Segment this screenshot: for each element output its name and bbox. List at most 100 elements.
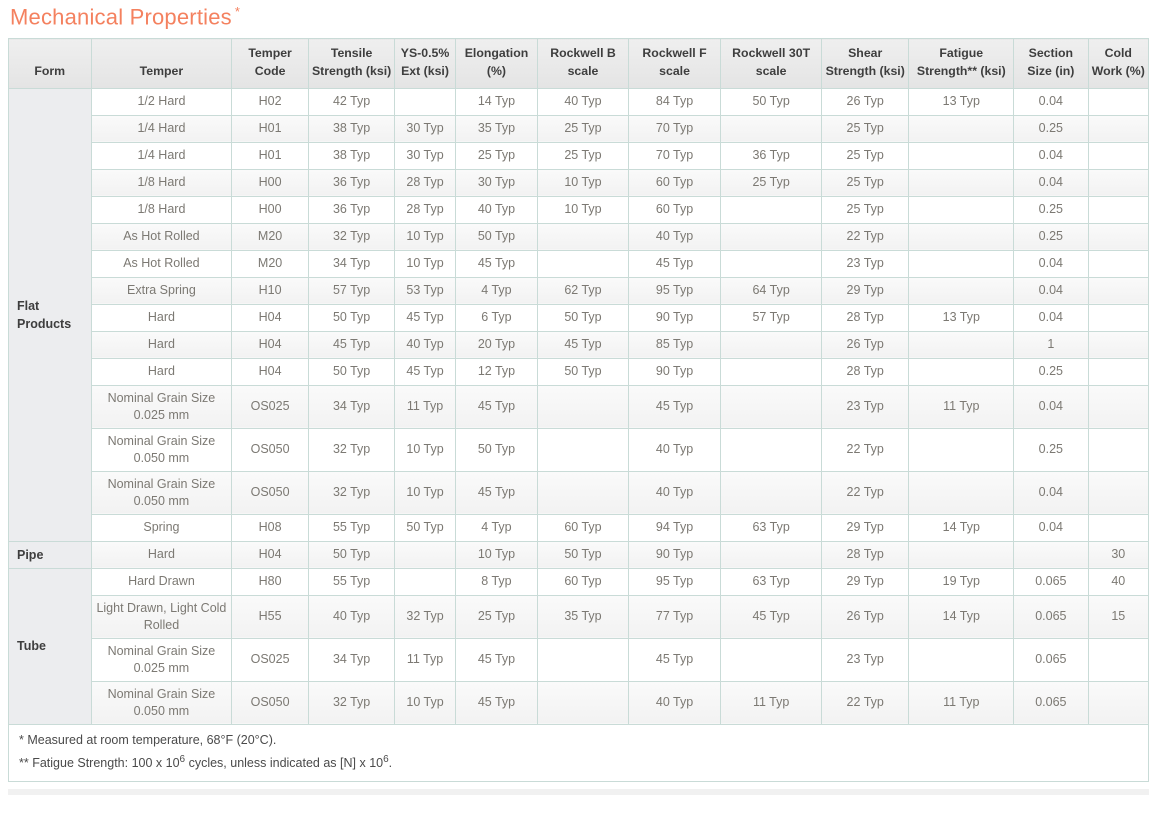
cell-cold-work bbox=[1087, 680, 1150, 725]
cell-elongation: 45 Typ bbox=[454, 249, 539, 278]
cell-rockwell-f: 60 Typ bbox=[627, 168, 722, 197]
cell-fatigue-strength bbox=[908, 222, 1015, 251]
cell-ys-ext: 53 Typ bbox=[394, 276, 456, 305]
cell-rockwell-f: 40 Typ bbox=[627, 470, 722, 515]
cell-rockwell-b: 62 Typ bbox=[537, 276, 629, 305]
cell-section-size: 0.04 bbox=[1013, 384, 1089, 429]
cell-rockwell-f: 85 Typ bbox=[627, 330, 722, 359]
cell-tensile-strength: 50 Typ bbox=[307, 303, 396, 332]
cell-rockwell-30t bbox=[720, 222, 822, 251]
cell-cold-work bbox=[1087, 303, 1150, 332]
cell-ys-ext: 10 Typ bbox=[394, 222, 456, 251]
cell-tensile-strength: 34 Typ bbox=[307, 637, 396, 682]
cell-section-size: 0.25 bbox=[1013, 114, 1089, 143]
cell-temper-code: M20 bbox=[231, 222, 309, 251]
cell-fatigue-strength bbox=[908, 141, 1015, 170]
cell-cold-work: 15 bbox=[1087, 594, 1150, 639]
column-header-form: Form bbox=[8, 38, 92, 89]
cell-rockwell-30t bbox=[720, 540, 822, 569]
cell-shear-strength: 28 Typ bbox=[820, 357, 910, 386]
cell-section-size: 0.04 bbox=[1013, 87, 1089, 116]
cell-temper-code: OS050 bbox=[231, 680, 309, 725]
cell-rockwell-b: 40 Typ bbox=[537, 87, 629, 116]
cell-shear-strength: 22 Typ bbox=[820, 222, 910, 251]
cell-rockwell-f: 95 Typ bbox=[627, 567, 722, 596]
cell-rockwell-30t: 50 Typ bbox=[720, 87, 822, 116]
cell-shear-strength: 25 Typ bbox=[820, 114, 910, 143]
cell-section-size: 0.04 bbox=[1013, 470, 1089, 515]
cell-rockwell-30t: 63 Typ bbox=[720, 513, 822, 542]
cell-rockwell-f: 77 Typ bbox=[627, 594, 722, 639]
cell-rockwell-b bbox=[537, 249, 629, 278]
cell-tensile-strength: 36 Typ bbox=[307, 168, 396, 197]
cell-cold-work bbox=[1087, 330, 1150, 359]
cell-cold-work bbox=[1087, 249, 1150, 278]
cell-fatigue-strength bbox=[908, 168, 1015, 197]
table-row: Extra Spring H10 57 Typ 53 Typ 4 Typ 62 Typ 95… bbox=[9, 276, 1150, 305]
cell-cold-work bbox=[1087, 195, 1150, 224]
cell-rockwell-30t: 64 Typ bbox=[720, 276, 822, 305]
table-row: Nominal Grain Size 0.050 mm OS050 32 Typ 10… bbox=[9, 427, 1150, 472]
cell-rockwell-b: 50 Typ bbox=[537, 357, 629, 386]
cell-cold-work bbox=[1087, 637, 1150, 682]
cell-cold-work: 30 bbox=[1087, 540, 1150, 569]
cell-elongation: 45 Typ bbox=[454, 680, 539, 725]
cell-temper-code: H55 bbox=[231, 594, 309, 639]
cell-elongation: 35 Typ bbox=[454, 114, 539, 143]
table-row: Hard H04 50 Typ 45 Typ 12 Typ 50 Typ 90 Typ 28 … bbox=[9, 357, 1150, 386]
column-header-fatigue-strength: Fatigue Strength** (ksi) bbox=[908, 38, 1015, 89]
cell-ys-ext: 28 Typ bbox=[394, 168, 456, 197]
cell-temper: Nominal Grain Size 0.050 mm bbox=[90, 470, 233, 515]
cell-ys-ext: 11 Typ bbox=[394, 637, 456, 682]
cell-rockwell-f: 90 Typ bbox=[627, 540, 722, 569]
cell-shear-strength: 23 Typ bbox=[820, 637, 910, 682]
cell-section-size bbox=[1013, 540, 1089, 569]
cell-shear-strength: 25 Typ bbox=[820, 168, 910, 197]
column-header-section-size: Section Size (in) bbox=[1013, 38, 1089, 89]
cell-section-size: 0.065 bbox=[1013, 637, 1089, 682]
cell-temper-code: OS025 bbox=[231, 637, 309, 682]
cell-rockwell-f: 45 Typ bbox=[627, 384, 722, 429]
column-header-rockwell-b: Rockwell B scale bbox=[537, 38, 629, 89]
cell-ys-ext: 28 Typ bbox=[394, 195, 456, 224]
page-title: Mechanical Properties * bbox=[10, 4, 1149, 30]
column-header-ys-ext: YS-0.5% Ext (ksi) bbox=[394, 38, 456, 89]
cell-temper-code: H80 bbox=[231, 567, 309, 596]
cell-ys-ext: 10 Typ bbox=[394, 470, 456, 515]
cell-elongation: 12 Typ bbox=[454, 357, 539, 386]
cell-temper: Extra Spring bbox=[90, 276, 233, 305]
cell-elongation: 45 Typ bbox=[454, 470, 539, 515]
cell-shear-strength: 22 Typ bbox=[820, 680, 910, 725]
cell-temper-code: H04 bbox=[231, 357, 309, 386]
cell-section-size: 0.04 bbox=[1013, 303, 1089, 332]
cell-fatigue-strength: 11 Typ bbox=[908, 384, 1015, 429]
cell-tensile-strength: 36 Typ bbox=[307, 195, 396, 224]
cell-fatigue-strength bbox=[908, 195, 1015, 224]
superscript-exponent: 6 bbox=[179, 753, 186, 765]
cell-rockwell-30t: 25 Typ bbox=[720, 168, 822, 197]
table-row: 1/4 Hard H01 38 Typ 30 Typ 25 Typ 25 Typ 70 Ty… bbox=[9, 141, 1150, 170]
cell-fatigue-strength bbox=[908, 357, 1015, 386]
cell-rockwell-f: 40 Typ bbox=[627, 222, 722, 251]
cell-ys-ext: 10 Typ bbox=[394, 427, 456, 472]
column-header-elongation: Elongation (%) bbox=[454, 38, 539, 89]
cell-section-size: 0.25 bbox=[1013, 427, 1089, 472]
cell-tensile-strength: 32 Typ bbox=[307, 222, 396, 251]
cell-cold-work bbox=[1087, 276, 1150, 305]
table-row: Light Drawn, Light Cold Rolled H55 40 Typ 3… bbox=[9, 594, 1150, 639]
cell-elongation: 4 Typ bbox=[454, 276, 539, 305]
cell-shear-strength: 26 Typ bbox=[820, 594, 910, 639]
cell-rockwell-b: 10 Typ bbox=[537, 168, 629, 197]
footnote-row: * Measured at room temperature, 68°F (20… bbox=[8, 723, 1149, 783]
cell-rockwell-b bbox=[537, 384, 629, 429]
cell-temper: Nominal Grain Size 0.025 mm bbox=[90, 637, 233, 682]
cell-rockwell-b bbox=[537, 470, 629, 515]
title-asterisk: * bbox=[234, 4, 241, 19]
cell-rockwell-f: 60 Typ bbox=[627, 195, 722, 224]
cell-temper: 1/4 Hard bbox=[90, 114, 233, 143]
cell-temper: Nominal Grain Size 0.050 mm bbox=[90, 680, 233, 725]
footnote-room-temperature: * Measured at room temperature, 68°F (20… bbox=[19, 732, 277, 747]
cell-section-size: 0.04 bbox=[1013, 249, 1089, 278]
column-header-temper-code: Temper Code bbox=[231, 38, 309, 89]
cell-rockwell-f: 90 Typ bbox=[627, 303, 722, 332]
